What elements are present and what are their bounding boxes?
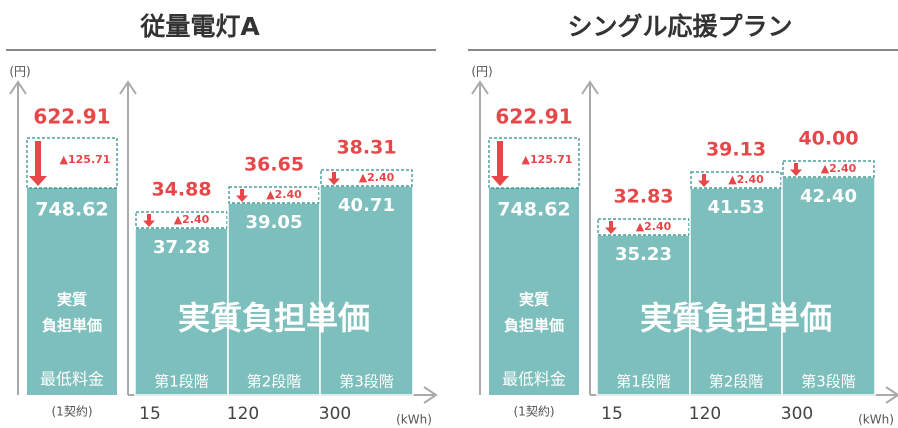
big-label: 実質負担単価 bbox=[640, 299, 832, 337]
tier-price: 40.00 bbox=[798, 128, 858, 150]
tier-actual: 39.05 bbox=[246, 212, 303, 233]
panel-title: 従量電灯A bbox=[139, 12, 260, 41]
tier-discount: ▲2.40 bbox=[636, 220, 672, 233]
base-label: 負担単価 bbox=[42, 317, 102, 335]
tier-price: 34.88 bbox=[151, 179, 211, 201]
tier-price: 38.31 bbox=[336, 137, 396, 159]
tier-actual: 35.23 bbox=[615, 244, 672, 265]
unit-label: (円) bbox=[9, 65, 30, 79]
tier-name: 第1段階 bbox=[154, 373, 209, 391]
tier-discount: ▲2.40 bbox=[728, 173, 764, 186]
tier-bar bbox=[134, 227, 229, 396]
tier-name: 第1段階 bbox=[616, 373, 671, 391]
discount-box bbox=[228, 186, 320, 204]
base-label: 負担単価 bbox=[504, 317, 564, 335]
base-price: 622.91 bbox=[495, 105, 572, 129]
tier-actual: 40.71 bbox=[338, 195, 395, 216]
base-bar bbox=[489, 188, 579, 395]
big-label: 実質負担単価 bbox=[178, 299, 370, 337]
base-discount: ▲125.71 bbox=[522, 153, 573, 166]
discount-box bbox=[320, 169, 413, 187]
tier-start: 300 bbox=[781, 404, 813, 424]
tier-discount: ▲2.40 bbox=[359, 171, 395, 184]
base-name: 最低料金 bbox=[502, 370, 566, 389]
discount-arrow bbox=[143, 214, 155, 227]
axis-arrow bbox=[581, 80, 599, 95]
base-actual: 748.62 bbox=[497, 199, 570, 221]
base-label: 実質 bbox=[519, 291, 549, 309]
tier-price: 39.13 bbox=[706, 139, 766, 161]
tier-bar bbox=[319, 185, 414, 396]
base-price: 622.91 bbox=[33, 105, 110, 129]
discount-arrow bbox=[29, 141, 47, 186]
tier-start: 15 bbox=[139, 404, 161, 424]
tier-discount: ▲2.40 bbox=[821, 162, 857, 175]
tier-discount: ▲2.40 bbox=[266, 188, 302, 201]
tier-start: 120 bbox=[689, 404, 721, 424]
discount-box bbox=[488, 137, 580, 189]
base-note: (1契約) bbox=[514, 404, 555, 419]
discount-arrow bbox=[236, 189, 248, 202]
base-note: (1契約) bbox=[52, 404, 93, 419]
base-name: 最低料金 bbox=[40, 370, 104, 389]
tier-start: 120 bbox=[227, 404, 259, 424]
tier-start: 300 bbox=[319, 404, 351, 424]
tier-actual: 37.28 bbox=[153, 237, 210, 258]
tier-name: 第2段階 bbox=[247, 373, 302, 391]
axis-arrow bbox=[471, 80, 489, 95]
tier-discount: ▲2.40 bbox=[174, 213, 210, 226]
axis-arrow bbox=[119, 80, 137, 95]
tier-bar bbox=[781, 176, 876, 396]
tier-actual: 41.53 bbox=[708, 197, 765, 218]
tier-bar bbox=[689, 187, 783, 396]
axis-arrow bbox=[9, 80, 27, 95]
discount-box bbox=[690, 171, 782, 189]
discount-arrow bbox=[491, 141, 509, 186]
tier-price: 32.83 bbox=[613, 186, 673, 208]
tier-name: 第2段階 bbox=[709, 373, 764, 391]
discount-box bbox=[597, 218, 690, 236]
unit-label: (円) bbox=[471, 65, 492, 79]
discount-box bbox=[135, 211, 228, 229]
tier-price: 36.65 bbox=[244, 154, 304, 176]
discount-arrow bbox=[790, 163, 802, 176]
x-unit: (kWh) bbox=[396, 413, 432, 427]
discount-arrow bbox=[328, 172, 340, 185]
discount-box bbox=[26, 137, 118, 189]
x-unit: (kWh) bbox=[858, 413, 894, 427]
tier-name: 第3段階 bbox=[801, 373, 856, 391]
tier-start: 15 bbox=[601, 404, 623, 424]
discount-box bbox=[782, 160, 875, 178]
base-discount: ▲125.71 bbox=[60, 153, 111, 166]
axis-arrow bbox=[885, 386, 898, 404]
tier-actual: 42.40 bbox=[800, 186, 857, 207]
axis-arrow bbox=[423, 386, 438, 404]
base-label: 実質 bbox=[57, 291, 87, 309]
base-bar bbox=[27, 188, 117, 395]
base-actual: 748.62 bbox=[35, 199, 108, 221]
panel-title: シングル応援プラン bbox=[567, 12, 792, 41]
discount-arrow bbox=[698, 174, 710, 187]
tier-name: 第3段階 bbox=[339, 373, 394, 391]
discount-arrow bbox=[605, 221, 617, 234]
